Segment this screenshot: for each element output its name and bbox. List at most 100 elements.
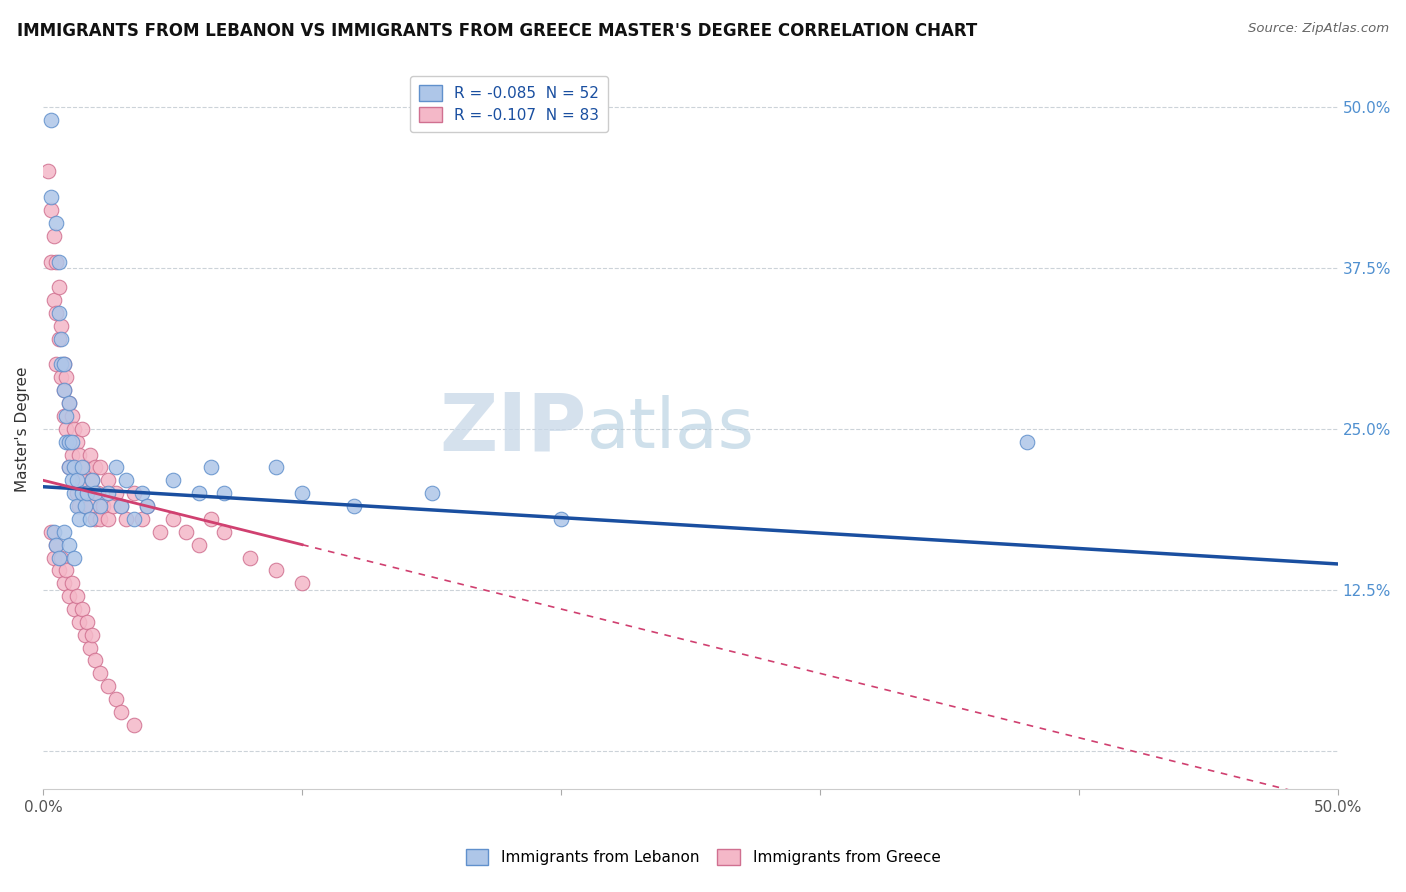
Point xyxy=(97,679,120,693)
Point xyxy=(291,486,314,500)
Point xyxy=(82,473,104,487)
Point xyxy=(91,499,114,513)
Point xyxy=(131,512,153,526)
Point xyxy=(264,563,287,577)
Point xyxy=(55,434,77,449)
Point xyxy=(420,486,443,500)
Point xyxy=(73,460,96,475)
Point xyxy=(122,718,145,732)
Point xyxy=(52,576,75,591)
Point xyxy=(135,499,157,513)
Point xyxy=(48,332,70,346)
Point xyxy=(97,486,120,500)
Point xyxy=(45,358,67,372)
Point xyxy=(60,576,83,591)
Point xyxy=(73,628,96,642)
Point xyxy=(73,499,96,513)
Point xyxy=(58,396,80,410)
Point xyxy=(104,692,127,706)
Point xyxy=(51,370,73,384)
Point xyxy=(89,460,111,475)
Point xyxy=(79,640,101,655)
Point xyxy=(187,486,209,500)
Point xyxy=(66,486,89,500)
Point xyxy=(60,448,83,462)
Point xyxy=(39,190,62,204)
Point xyxy=(67,512,90,526)
Point xyxy=(187,538,209,552)
Point xyxy=(55,409,77,423)
Point xyxy=(51,318,73,333)
Point xyxy=(45,538,67,552)
Text: ZIP: ZIP xyxy=(440,390,586,467)
Point xyxy=(58,538,80,552)
Point xyxy=(45,306,67,320)
Text: IMMIGRANTS FROM LEBANON VS IMMIGRANTS FROM GREECE MASTER'S DEGREE CORRELATION CH: IMMIGRANTS FROM LEBANON VS IMMIGRANTS FR… xyxy=(17,22,977,40)
Point xyxy=(51,358,73,372)
Point xyxy=(291,576,314,591)
Point xyxy=(66,473,89,487)
Point xyxy=(52,358,75,372)
Point xyxy=(122,486,145,500)
Point xyxy=(70,460,93,475)
Point xyxy=(51,550,73,565)
Point xyxy=(264,460,287,475)
Point xyxy=(45,538,67,552)
Point xyxy=(48,550,70,565)
Point xyxy=(52,524,75,539)
Point xyxy=(162,512,184,526)
Point xyxy=(60,434,83,449)
Point xyxy=(39,203,62,218)
Point xyxy=(149,524,172,539)
Point xyxy=(97,512,120,526)
Point xyxy=(200,512,222,526)
Point xyxy=(239,550,262,565)
Point xyxy=(82,473,104,487)
Point xyxy=(66,434,89,449)
Point xyxy=(60,473,83,487)
Point xyxy=(101,499,124,513)
Point xyxy=(550,512,572,526)
Point xyxy=(58,434,80,449)
Point xyxy=(42,524,65,539)
Point xyxy=(58,460,80,475)
Point xyxy=(73,499,96,513)
Legend: Immigrants from Lebanon, Immigrants from Greece: Immigrants from Lebanon, Immigrants from… xyxy=(460,843,946,871)
Point xyxy=(82,628,104,642)
Point xyxy=(63,486,86,500)
Point xyxy=(39,254,62,268)
Point xyxy=(66,499,89,513)
Point xyxy=(79,512,101,526)
Point xyxy=(63,460,86,475)
Point xyxy=(45,216,67,230)
Point xyxy=(104,460,127,475)
Text: atlas: atlas xyxy=(586,395,755,462)
Point xyxy=(51,332,73,346)
Point xyxy=(70,602,93,616)
Point xyxy=(76,486,98,500)
Text: Source: ZipAtlas.com: Source: ZipAtlas.com xyxy=(1249,22,1389,36)
Point xyxy=(86,486,108,500)
Point xyxy=(52,409,75,423)
Point xyxy=(42,293,65,307)
Point xyxy=(58,396,80,410)
Point xyxy=(115,512,138,526)
Legend: R = -0.085  N = 52, R = -0.107  N = 83: R = -0.085 N = 52, R = -0.107 N = 83 xyxy=(411,76,609,132)
Point xyxy=(70,473,93,487)
Point xyxy=(89,499,111,513)
Point xyxy=(110,499,132,513)
Point xyxy=(162,473,184,487)
Point xyxy=(214,524,236,539)
Point xyxy=(39,524,62,539)
Point xyxy=(135,499,157,513)
Point xyxy=(63,602,86,616)
Point xyxy=(48,254,70,268)
Point xyxy=(89,512,111,526)
Point xyxy=(55,563,77,577)
Point xyxy=(52,383,75,397)
Point xyxy=(110,705,132,719)
Point xyxy=(104,486,127,500)
Point xyxy=(70,486,93,500)
Point xyxy=(1015,434,1038,449)
Point xyxy=(63,550,86,565)
